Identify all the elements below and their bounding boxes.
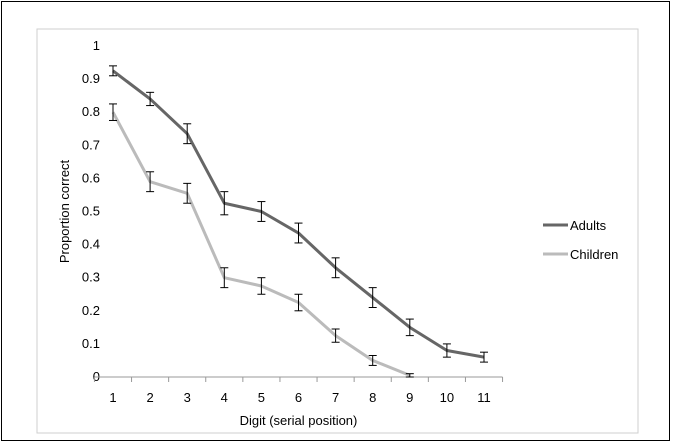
- data-point-children: [294, 293, 303, 312]
- data-point-children: [257, 277, 266, 295]
- data-point-adults: [442, 343, 451, 358]
- data-point-adults: [220, 191, 229, 216]
- data-point-adults: [183, 123, 192, 145]
- data-point-adults: [146, 91, 155, 107]
- legend-label: Children: [570, 247, 618, 262]
- data-point-children: [220, 267, 229, 289]
- x-tick-label: 11: [477, 390, 491, 405]
- data-point-children: [331, 328, 340, 343]
- x-tick-label: 10: [440, 390, 454, 405]
- data-point-children: [109, 103, 117, 121]
- data-point-children: [368, 354, 377, 366]
- data-point-adults: [405, 318, 414, 337]
- y-tick-label: 0.8: [82, 104, 100, 119]
- x-tick-label: 1: [109, 390, 116, 405]
- x-tick-label: 6: [295, 390, 302, 405]
- x-tick-label: 7: [332, 390, 339, 405]
- data-point-adults: [480, 351, 488, 363]
- y-tick-label: 1: [93, 38, 100, 53]
- x-tick-label: 2: [146, 390, 153, 405]
- series-layer: [109, 65, 488, 378]
- series-line-adults: [112, 69, 485, 359]
- y-tick-label: 0.5: [82, 204, 100, 219]
- data-point-children: [146, 171, 155, 193]
- series-line-children: [111, 111, 411, 377]
- y-tick-label: 0.9: [82, 71, 100, 86]
- x-tick-label: 4: [221, 390, 228, 405]
- y-axis-label: Proportion correct: [57, 159, 72, 263]
- x-axis-ticks: 1 2 3 4 5 6 7 8 9 10 11: [93, 377, 504, 405]
- data-point-adults: [294, 222, 303, 244]
- x-axis-label: Digit (serial position): [240, 413, 358, 428]
- plot-area-border: [36, 28, 639, 434]
- legend-label: Adults: [570, 218, 607, 233]
- y-tick-label: 0.3: [82, 270, 100, 285]
- y-tick-label: 0.7: [82, 137, 100, 152]
- y-tick-label: 0.4: [82, 237, 100, 252]
- x-tick-label: 8: [369, 390, 376, 405]
- y-tick-label: 0.6: [82, 170, 100, 185]
- x-tick-label: 3: [184, 390, 191, 405]
- x-tick-label: 9: [406, 390, 413, 405]
- y-tick-label: 0.2: [82, 303, 100, 318]
- data-point-children: [183, 182, 192, 204]
- legend: Adults Children: [543, 218, 618, 262]
- y-tick-label: 0.1: [82, 336, 100, 351]
- x-tick-label: 5: [258, 390, 265, 405]
- data-point-children: [405, 373, 414, 378]
- y-axis-ticks: 00.10.20.30.40.50.60.70.80.91: [82, 38, 100, 384]
- data-point-adults: [109, 65, 117, 77]
- data-point-adults: [257, 201, 266, 222]
- data-point-adults: [368, 287, 377, 308]
- data-point-adults: [331, 257, 340, 279]
